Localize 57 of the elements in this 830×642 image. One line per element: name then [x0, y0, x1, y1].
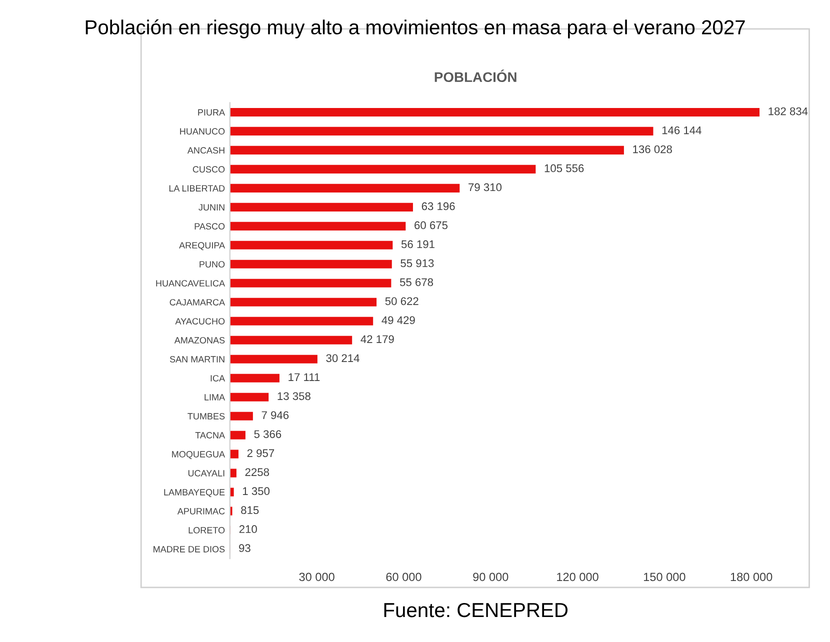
data-label: 7 946	[262, 411, 289, 420]
y-tick-label: JUNIN	[198, 204, 224, 211]
data-label: 1 350	[243, 487, 270, 496]
chart-title: Población en riesgo muy alto a movimientos en masa para el verano 2027	[86, 19, 745, 38]
data-label: 63 196	[422, 202, 455, 210]
x-tick-label: 180 000	[730, 572, 772, 582]
data-label: 5 366	[254, 430, 282, 438]
x-tick-label: 60 000	[386, 572, 422, 582]
data-label: 55 913	[400, 259, 434, 268]
data-label: 60 675	[414, 221, 448, 230]
data-label: 136 028	[633, 145, 672, 154]
x-tick-label: 120 000	[557, 572, 598, 582]
data-label: 56 191	[401, 240, 434, 248]
data-label: 2 957	[247, 449, 274, 458]
y-tick-label: APURIMAC	[177, 508, 225, 514]
y-tick-label: MOQUEGUA	[172, 451, 226, 460]
y-tick-label: PASCO	[194, 223, 225, 230]
y-tick-label: PUNO	[200, 261, 225, 268]
data-label: 2258	[245, 468, 270, 476]
y-tick-label: PIURA	[198, 109, 226, 116]
y-tick-label: TUMBES	[188, 413, 225, 420]
y-tick-label: ANCASH	[187, 147, 224, 154]
data-label: 146 144	[662, 126, 702, 134]
data-label: 79 310	[468, 183, 502, 192]
y-tick-label: AREQUIPA	[179, 242, 226, 250]
data-label: 13 358	[278, 392, 310, 400]
chart-subtitle: POBLACIÓN	[434, 70, 516, 82]
y-tick-label: AMAZONAS	[174, 337, 225, 344]
data-label: 210	[239, 525, 257, 534]
y-tick-label: TACNA	[195, 432, 226, 438]
y-tick-label: LAMBAYEQUE	[164, 489, 225, 498]
y-tick-label: CUSCO	[192, 166, 225, 173]
data-label: 42 179	[360, 335, 394, 344]
x-tick-label: 150 000	[644, 572, 686, 582]
y-tick-label: HUANCAVELICA	[156, 280, 226, 287]
x-tick-label: 30 000	[299, 572, 334, 582]
data-label: 182 834	[768, 107, 808, 116]
data-label: 93	[239, 544, 250, 552]
data-label: 55 678	[400, 278, 434, 286]
y-tick-label: LA LIBERTAD	[169, 185, 225, 192]
source-note: Fuente: CENEPRED	[384, 602, 568, 618]
y-tick-label: LIMA	[204, 394, 226, 400]
data-label: 30 214	[326, 354, 360, 362]
data-label: 49 429	[382, 316, 415, 324]
data-label: 17 111	[288, 373, 320, 381]
y-tick-label: SAN MARTIN	[170, 356, 224, 362]
y-tick-label: HUANUCO	[180, 128, 225, 135]
y-tick-label: CAJAMARCA	[170, 299, 226, 306]
y-tick-label: ICA	[210, 375, 226, 382]
x-tick-label: 90 000	[473, 572, 508, 582]
data-label: 50 622	[385, 297, 418, 306]
y-tick-label: UCAYALI	[188, 470, 224, 476]
data-label: 815	[241, 506, 259, 514]
y-tick-label: LORETO	[188, 527, 225, 534]
y-tick-label: AYACUCHO	[175, 318, 225, 324]
y-tick-label: MADRE DE DIOS	[154, 546, 225, 552]
data-label: 105 556	[544, 164, 584, 172]
